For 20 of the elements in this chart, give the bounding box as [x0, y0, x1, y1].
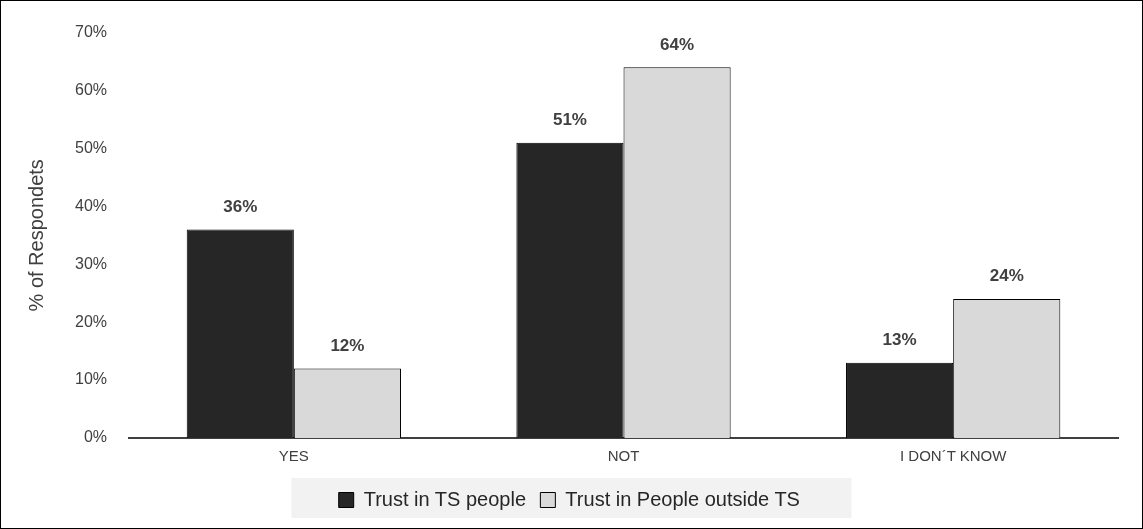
y-tick-label: 10% — [74, 370, 108, 388]
data-label: 51% — [552, 109, 587, 129]
y-tick-label: 20% — [74, 312, 108, 330]
data-label: 36% — [223, 196, 258, 216]
legend-label: Trust in TS people — [363, 487, 527, 510]
data-label: 24% — [989, 266, 1024, 286]
x-tick-label: I DON´T KNOW — [899, 447, 1008, 465]
legend-label: Trust in People outside TS — [565, 487, 800, 510]
y-tick-label: 70% — [74, 23, 108, 41]
data-label: 12% — [330, 335, 365, 355]
data-label: 64% — [660, 34, 695, 54]
data-label: 13% — [882, 329, 917, 349]
x-tick-label: NOT — [607, 447, 640, 465]
y-tick-label: 50% — [74, 138, 108, 156]
y-tick-label: 40% — [74, 196, 108, 214]
x-tick-label: YES — [278, 447, 309, 465]
y-tick-label: 0% — [83, 428, 108, 446]
y-tick-label: 30% — [74, 254, 108, 272]
y-axis-title: % of Respondets — [24, 159, 47, 312]
y-tick-label: 60% — [74, 80, 108, 98]
